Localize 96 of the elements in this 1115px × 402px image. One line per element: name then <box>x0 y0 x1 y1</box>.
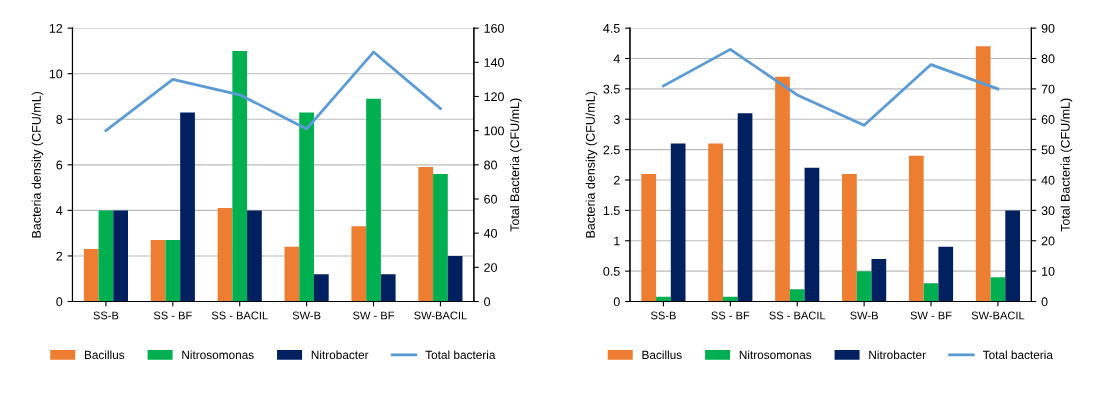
bar <box>150 239 166 302</box>
x-tick-label: SS-B <box>650 311 676 320</box>
bar <box>366 98 381 302</box>
bar <box>433 173 448 302</box>
x-tick-label: SS - BACIL <box>769 311 826 320</box>
y-tick-label: 10 <box>49 69 63 79</box>
x-tick-label: SW-B <box>850 311 878 320</box>
bar <box>83 249 99 302</box>
y2-tick-label: 10 <box>1042 266 1055 276</box>
bar <box>380 274 396 302</box>
legend-label: Nitrobacter <box>311 350 369 360</box>
y-tick-label: 2.5 <box>603 145 620 155</box>
y2-axis-title: Total Bacteria (CFU/mL) <box>1060 98 1073 232</box>
y-tick-label: 0 <box>56 297 63 307</box>
bar <box>708 143 723 302</box>
bar <box>856 271 872 302</box>
x-tick-label: SW-BACIL <box>971 311 1025 320</box>
y2-tick-label: 0 <box>484 297 491 307</box>
x-tick-label: SS - BF <box>711 311 750 320</box>
y2-tick-label: 160 <box>484 23 504 33</box>
y-axis-title: Bacteria density (CFU/mL) <box>31 91 44 238</box>
x-tick-label: SS-B <box>93 311 119 320</box>
y-tick-label: 4 <box>613 54 620 64</box>
x-tick-label: SW-B <box>292 311 321 320</box>
line-series <box>662 48 1000 127</box>
y-axis-title: Bacteria density (CFU/mL) <box>585 91 598 238</box>
x-tick-label: SW-BACIL <box>414 311 467 320</box>
y-tick-label: 2 <box>56 251 63 261</box>
y2-tick-label: 0 <box>1041 297 1048 307</box>
y2-tick-label: 80 <box>484 160 498 170</box>
x-tick-label: SS - BF <box>153 311 192 320</box>
y2-tick-label: 60 <box>484 194 498 204</box>
y2-tick-label: 40 <box>1041 175 1055 185</box>
bar <box>113 210 128 302</box>
y2-axis-title: Total Bacteria (CFU/mL) <box>510 98 522 232</box>
bar <box>247 210 262 302</box>
y2-tick-label: 70 <box>1041 84 1055 94</box>
y-tick-label: 3.5 <box>603 84 620 94</box>
bar <box>180 112 195 302</box>
y2-tick-label: 100 <box>484 126 504 136</box>
y-tick-label: 2 <box>613 175 620 185</box>
bar <box>217 208 233 302</box>
bar <box>418 167 434 302</box>
x-tick-label: SW - BF <box>910 311 952 320</box>
y2-tick-label: 80 <box>1041 54 1055 64</box>
line-series <box>104 50 442 133</box>
y2-tick-label: 140 <box>484 58 504 67</box>
bar <box>990 277 1006 302</box>
bar <box>1005 210 1020 302</box>
legend-label: Nitrobacter <box>869 350 926 360</box>
y2-tick-label: 90 <box>1041 23 1055 33</box>
bar <box>284 246 300 302</box>
bar <box>775 76 790 302</box>
y2-tick-label: 40 <box>483 228 498 238</box>
bar <box>641 173 657 302</box>
y-tick-label: 1.5 <box>603 206 620 216</box>
y-tick-label: 1 <box>614 236 620 246</box>
y-tick-label: 4.5 <box>603 24 620 33</box>
bar <box>871 258 887 302</box>
bar <box>804 167 820 302</box>
legend-label: Bacillus <box>642 350 682 360</box>
bar <box>232 50 248 302</box>
y-tick-label: 12 <box>49 23 63 33</box>
legend-label: Nitrosomonas <box>739 350 812 360</box>
y2-tick-label: 60 <box>1041 115 1055 124</box>
bar <box>789 289 805 302</box>
x-tick-label: SW - BF <box>353 311 395 320</box>
bar <box>737 113 753 302</box>
y-tick-label: 3 <box>613 115 620 124</box>
x-tick-label: SS - BACIL <box>211 311 268 320</box>
y2-tick-label: 20 <box>484 263 498 272</box>
y2-tick-label: 20 <box>1041 236 1055 246</box>
bar <box>938 246 954 302</box>
legend-label: Total bacteria <box>982 350 1053 360</box>
bar <box>908 155 924 302</box>
y2-tick-label: 120 <box>484 92 504 102</box>
bar <box>351 226 367 302</box>
bar <box>842 173 857 302</box>
bar <box>923 283 939 302</box>
y-tick-label: 4 <box>56 206 63 215</box>
y-tick-label: 8 <box>56 115 63 124</box>
y-tick-label: 0 <box>613 297 620 307</box>
y2-tick-label: 30 <box>1041 206 1055 216</box>
bar <box>975 46 991 302</box>
bar <box>670 143 686 302</box>
legend-label: Nitrosomonas <box>182 350 254 360</box>
bar <box>299 112 314 302</box>
bar <box>165 239 181 302</box>
bar <box>447 255 463 302</box>
legend-label: Total bacteria <box>425 350 496 360</box>
legend-label: Bacillus <box>84 350 125 360</box>
y2-tick-label: 50 <box>1041 145 1055 155</box>
y-tick-label: 0.5 <box>603 266 620 276</box>
bar <box>313 274 329 302</box>
bar <box>98 210 114 302</box>
y-tick-label: 6 <box>56 160 63 170</box>
